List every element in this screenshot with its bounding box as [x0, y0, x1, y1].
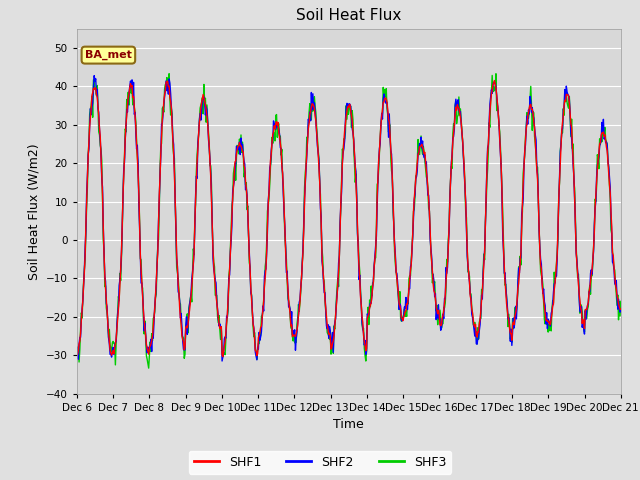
SHF1 — [491, 78, 499, 84]
X-axis label: Time: Time — [333, 418, 364, 431]
SHF2 — [140, 307, 147, 312]
SHF3 — [73, 345, 81, 350]
SHF2 — [73, 344, 81, 349]
SHF3 — [83, 204, 90, 209]
Line: SHF2: SHF2 — [77, 76, 621, 361]
SHF1 — [431, 296, 439, 301]
SHF3 — [139, 285, 147, 291]
SHF3 — [224, 308, 232, 313]
SHF2 — [617, 308, 625, 313]
Text: BA_met: BA_met — [85, 50, 132, 60]
SHF3 — [617, 299, 625, 304]
SHF3 — [165, 71, 173, 77]
Line: SHF1: SHF1 — [77, 81, 621, 357]
Title: Soil Heat Flux: Soil Heat Flux — [296, 9, 401, 24]
SHF2 — [83, 191, 90, 197]
SHF1 — [194, 147, 202, 153]
SHF3 — [433, 308, 440, 314]
SHF3 — [145, 365, 152, 371]
Y-axis label: Soil Heat Flux (W/m2): Soil Heat Flux (W/m2) — [28, 143, 40, 279]
SHF3 — [417, 142, 424, 148]
SHF3 — [196, 119, 204, 124]
SHF1 — [139, 294, 147, 300]
Line: SHF3: SHF3 — [77, 74, 621, 368]
SHF2 — [195, 132, 202, 137]
SHF2 — [433, 317, 440, 323]
SHF1 — [219, 354, 227, 360]
SHF1 — [223, 312, 231, 317]
SHF1 — [83, 197, 90, 203]
SHF1 — [617, 306, 625, 312]
SHF2 — [90, 73, 98, 79]
SHF2 — [218, 358, 226, 364]
SHF1 — [73, 351, 81, 357]
SHF2 — [417, 143, 424, 149]
SHF1 — [416, 144, 424, 150]
SHF2 — [224, 295, 232, 301]
Legend: SHF1, SHF2, SHF3: SHF1, SHF2, SHF3 — [189, 451, 451, 474]
